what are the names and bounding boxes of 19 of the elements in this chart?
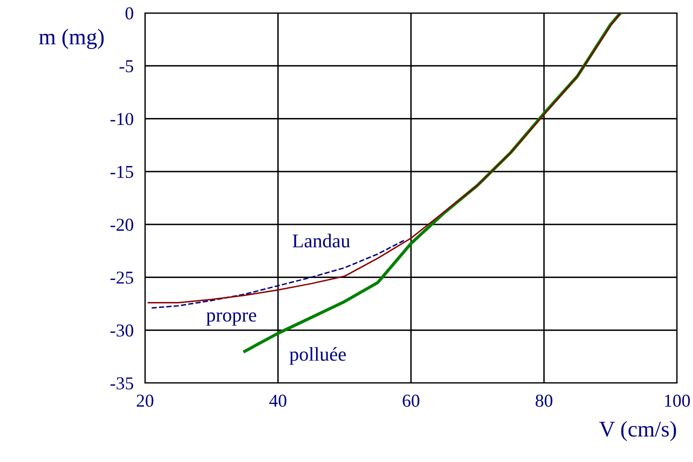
y-tick-label: -35	[110, 377, 134, 390]
annotation: propre	[206, 312, 256, 326]
line-series	[148, 13, 622, 304]
y-tick-label: -20	[110, 218, 134, 231]
annotation: polluée	[290, 347, 346, 365]
x-tick-label: 80	[536, 394, 552, 407]
y-tick-label: -10	[110, 112, 134, 126]
y-tick-label: -15	[110, 166, 134, 178]
x-tick-label: 60	[402, 394, 420, 407]
x-axis-title: V (cm/s)	[599, 421, 676, 442]
y-tick-label: -25	[110, 272, 134, 284]
x-tick-label: 100	[665, 394, 690, 407]
y-tick-label: -5	[120, 60, 134, 72]
y-axis-title: m (mg)	[39, 28, 104, 50]
x-tick-label: 40	[269, 394, 286, 407]
y-tick-label: -30	[110, 324, 134, 337]
annotation: Landau	[292, 234, 350, 248]
y-tick-label: 0	[126, 7, 134, 20]
x-tick-label: 20	[136, 394, 154, 407]
